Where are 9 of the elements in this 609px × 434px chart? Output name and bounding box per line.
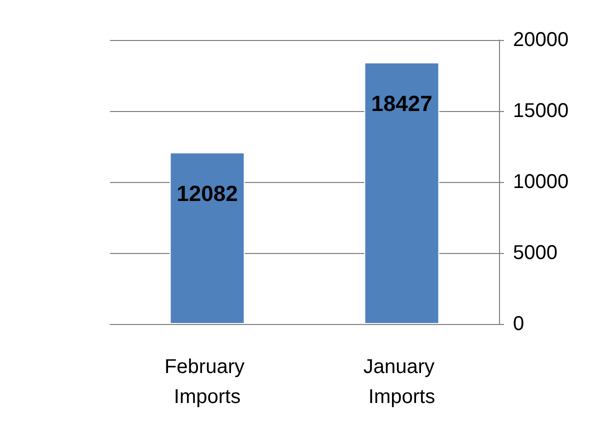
y-tick-label: 15000 (513, 100, 569, 122)
data-label: 18427 (371, 90, 432, 116)
x-tick-label: January Imports (363, 356, 440, 408)
x-tick-label: February Imports (164, 356, 250, 408)
y-tick-label: 5000 (513, 242, 558, 264)
y-tick-label: 10000 (513, 171, 569, 193)
y-tick-label: 20000 (513, 29, 569, 51)
data-label: 12082 (176, 180, 238, 206)
y-tick-label: 0 (513, 313, 524, 335)
